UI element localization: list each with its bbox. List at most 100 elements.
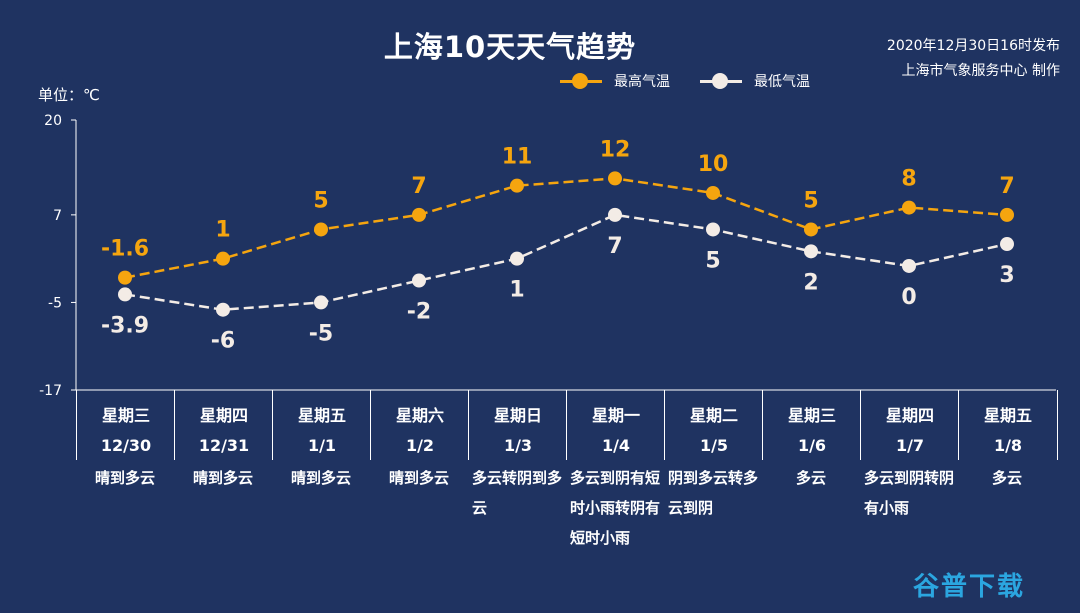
day-date: 1/4 [601, 436, 631, 455]
point-low [608, 207, 622, 222]
table-divider [272, 390, 273, 460]
table-divider [566, 390, 567, 460]
unit-label: 单位：℃ [38, 86, 100, 104]
legend-low-label: 最低气温 [754, 74, 810, 90]
day-weather: 晴到多云 [94, 469, 155, 487]
legend: 最高气温 最低气温 [560, 71, 840, 91]
data-label-high: 8 [901, 167, 916, 192]
point-high [902, 200, 916, 215]
day-weather: 多云 [991, 469, 1022, 487]
day-date: 1/8 [993, 436, 1023, 455]
watermark-logo: 谷普下载 [912, 572, 1025, 602]
table-divider [860, 390, 861, 460]
day-weather: 晴到多云 [290, 469, 351, 487]
y-tick-label: 7 [53, 208, 62, 224]
day-weekday: 星期五 [983, 406, 1032, 425]
legend-high: 最高气温 [560, 71, 670, 91]
legend-high-marker-icon [560, 73, 602, 89]
y-tick-label: 20 [44, 113, 62, 129]
data-label-high: 11 [502, 145, 533, 170]
day-weekday: 星期四 [885, 406, 934, 425]
data-label-high: 10 [698, 152, 729, 177]
data-label-low: -6 [211, 329, 235, 354]
table-divider [664, 390, 665, 460]
data-label-high: 1 [215, 218, 230, 243]
data-label-low: 0 [901, 285, 916, 310]
legend-low: 最低气温 [700, 71, 810, 91]
point-low [510, 251, 524, 266]
day-cell: 星期四 1/7 [861, 390, 959, 460]
point-high [1000, 207, 1014, 222]
point-high [706, 185, 720, 200]
data-label-low: -3.9 [101, 313, 149, 338]
day-table: 星期三 12/30 星期四 12/31 星期五 1/1 星期六 1/2 星期日 1/3 星期一 1/4… [76, 390, 1058, 460]
day-date: 1/7 [895, 436, 925, 455]
table-divider [468, 390, 469, 460]
day-weekday: 星期三 [101, 406, 150, 425]
day-weather: 晴到多云 [192, 469, 253, 487]
data-label-low: -2 [407, 300, 431, 325]
point-low [902, 258, 916, 273]
table-divider [370, 390, 371, 460]
day-cell: 星期五 1/8 [959, 390, 1057, 460]
day-date: 1/1 [307, 436, 337, 455]
day-date: 1/5 [699, 436, 729, 455]
data-label-high: 5 [313, 188, 328, 213]
publish-info: 2020年12月30日16时发布 上海市气象服务中心 制作 [887, 34, 1060, 84]
legend-low-marker-icon [700, 73, 742, 89]
day-weekday: 星期日 [493, 406, 542, 425]
day-cell: 星期二 1/5 [665, 390, 763, 460]
point-low [314, 295, 328, 310]
series-high-line [124, 177, 1008, 279]
day-cell: 星期三 12/30 [77, 390, 175, 460]
point-high [118, 270, 132, 285]
publish-time: 2020年12月30日16时发布 [886, 38, 1060, 54]
day-date: 12/30 [100, 436, 152, 455]
point-high [804, 222, 818, 237]
day-weekday: 星期二 [689, 406, 738, 425]
point-high [510, 178, 524, 193]
y-tick-label: -5 [48, 295, 62, 311]
table-divider [762, 390, 763, 460]
chart-title: 上海10天天气趋势 [383, 30, 637, 64]
day-weekday: 星期三 [787, 406, 836, 425]
point-low [412, 273, 426, 288]
day-cell: 星期五 1/1 [273, 390, 371, 460]
point-low [216, 302, 230, 317]
point-high [216, 251, 230, 266]
day-weather: 晴到多云 [388, 469, 449, 487]
point-low [118, 287, 132, 302]
data-label-high: 12 [600, 137, 631, 162]
point-high [412, 207, 426, 222]
table-divider [174, 390, 175, 460]
day-weekday: 星期六 [395, 406, 444, 425]
point-low [804, 244, 818, 259]
data-label-low: 3 [999, 263, 1014, 288]
day-weather: 多云转阴到多云 [472, 469, 563, 517]
data-label-high: -1.6 [101, 237, 149, 262]
day-date: 1/2 [405, 436, 435, 455]
publisher: 上海市气象服务中心 制作 [901, 63, 1060, 79]
data-label-low: 7 [607, 234, 622, 259]
day-weather: 多云到阴转阴有小雨 [864, 469, 955, 517]
data-label-high: 7 [999, 174, 1014, 199]
point-high [314, 222, 328, 237]
y-tick-label: -17 [39, 383, 62, 399]
day-cell: 星期一 1/4 [567, 390, 665, 460]
day-weather: 阴到多云转多云到阴 [668, 469, 759, 517]
day-weekday: 星期四 [199, 406, 248, 425]
data-label-low: 1 [509, 278, 524, 303]
day-cell: 星期六 1/2 [371, 390, 469, 460]
day-weekday: 星期一 [591, 406, 640, 425]
day-cell: 星期三 1/6 [763, 390, 861, 460]
day-weekday: 星期五 [297, 406, 346, 425]
day-date: 1/6 [797, 436, 827, 455]
legend-high-label: 最高气温 [614, 74, 670, 90]
day-weather: 多云 [795, 469, 826, 487]
point-low [706, 222, 720, 237]
day-weather: 多云到阴有短时小雨转阴有短时小雨 [570, 469, 661, 547]
day-cell: 星期四 12/31 [175, 390, 273, 460]
data-label-high: 7 [411, 174, 426, 199]
day-date: 1/3 [503, 436, 533, 455]
